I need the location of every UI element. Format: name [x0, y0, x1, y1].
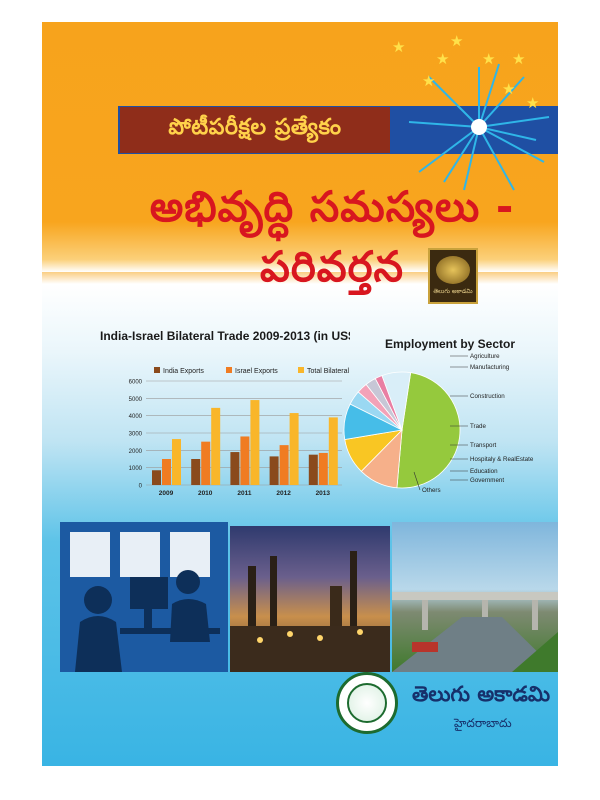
- bar: [289, 413, 299, 485]
- pie-label: Construction: [470, 393, 505, 400]
- legend-label: Israel Exports: [235, 368, 278, 375]
- call-center-photo: [60, 522, 228, 672]
- y-tick-label: 3000: [129, 432, 143, 438]
- highway-photo: [392, 522, 558, 672]
- legend-label: Total Bilateral Exports: [307, 368, 350, 375]
- photo-strip: [60, 522, 558, 674]
- bar: [240, 436, 250, 485]
- chart-title: India-Israel Bilateral Trade 2009-2013 (…: [100, 329, 350, 343]
- bar: [191, 459, 201, 485]
- x-tick-label: 2009: [159, 490, 174, 497]
- tagline-box: పోటీపరీక్షల ప్రత్యేకం: [120, 107, 390, 153]
- x-tick-label: 2010: [198, 490, 213, 497]
- bar: [230, 452, 240, 485]
- bar: [172, 439, 181, 485]
- pie-label: Agriculture: [470, 353, 500, 360]
- star-icon: ★: [422, 72, 436, 90]
- bar-chart: India-Israel Bilateral Trade 2009-2013 (…: [100, 329, 350, 497]
- firework-icon: [408, 63, 550, 191]
- award-stamp: తెలుగు అకాడమి: [428, 248, 478, 304]
- star-icon: ★: [392, 38, 406, 56]
- bar: [269, 456, 279, 485]
- y-tick-label: 5000: [129, 397, 143, 403]
- telugu-akademi-logo: [336, 672, 398, 734]
- publisher-city: హైదరాబాదు: [454, 716, 512, 730]
- publisher-name: తెలుగు అకాడమి: [412, 682, 551, 706]
- bar: [279, 445, 289, 485]
- pie-label: Education: [470, 468, 498, 475]
- tagline: పోటీపరీక్షల ప్రత్యేకం: [168, 115, 342, 140]
- stamp-text: తెలుగు అకాడమి: [433, 288, 473, 295]
- bar: [162, 459, 171, 485]
- star-icon: ★: [450, 32, 464, 50]
- pie-label: Transport: [470, 442, 497, 449]
- legend-label: India Exports: [163, 368, 204, 375]
- y-tick-label: 0: [139, 484, 143, 490]
- x-tick-label: 2013: [316, 490, 331, 497]
- legend-swatch: [154, 367, 160, 373]
- refinery-photo: [230, 526, 390, 672]
- legend-swatch: [226, 367, 232, 373]
- pie-chart: Employment by Sector Agriculture Manufactu…: [343, 337, 534, 494]
- star-icon: ★: [512, 50, 526, 68]
- pie-label: Government: [470, 477, 504, 484]
- star-icon: ★: [526, 94, 540, 112]
- pie-label: Manufacturing: [470, 364, 510, 371]
- y-tick-label: 4000: [129, 414, 143, 420]
- stamp-emblem: [436, 256, 470, 284]
- pie-slice: [381, 371, 412, 431]
- y-tick-label: 1000: [129, 466, 143, 472]
- bar: [152, 470, 161, 485]
- star-icon: ★: [482, 50, 496, 68]
- x-tick-label: 2012: [276, 490, 291, 497]
- x-tick-label: 2011: [237, 490, 251, 497]
- bar: [201, 441, 211, 485]
- bar: [308, 454, 318, 485]
- book-cover: పోటీపరీక్షల ప్రత్యేకం ★ ★ ★ ★ ★ ★ ★ ★ అభ…: [42, 22, 558, 766]
- bar: [318, 452, 328, 485]
- bar: [211, 407, 221, 485]
- y-tick-label: 6000: [129, 380, 143, 386]
- logo-emblem-icon: [347, 683, 387, 723]
- pie-title: Employment by Sector: [385, 337, 515, 351]
- bar: [250, 400, 260, 485]
- legend-swatch: [298, 367, 304, 373]
- star-icon: ★: [436, 50, 450, 68]
- pie-label: Hospitaly & RealEstate: [470, 456, 534, 463]
- leader-line: [413, 471, 421, 491]
- y-tick-label: 2000: [129, 449, 143, 455]
- star-icon: ★: [502, 80, 516, 98]
- pie-label: Others: [422, 487, 441, 494]
- book-title: అభివృద్ధి సమస్యలు - పరివర్తన: [149, 182, 515, 291]
- pie-label: Trade: [470, 423, 486, 430]
- firework-center: [471, 119, 487, 135]
- bar: [328, 417, 338, 485]
